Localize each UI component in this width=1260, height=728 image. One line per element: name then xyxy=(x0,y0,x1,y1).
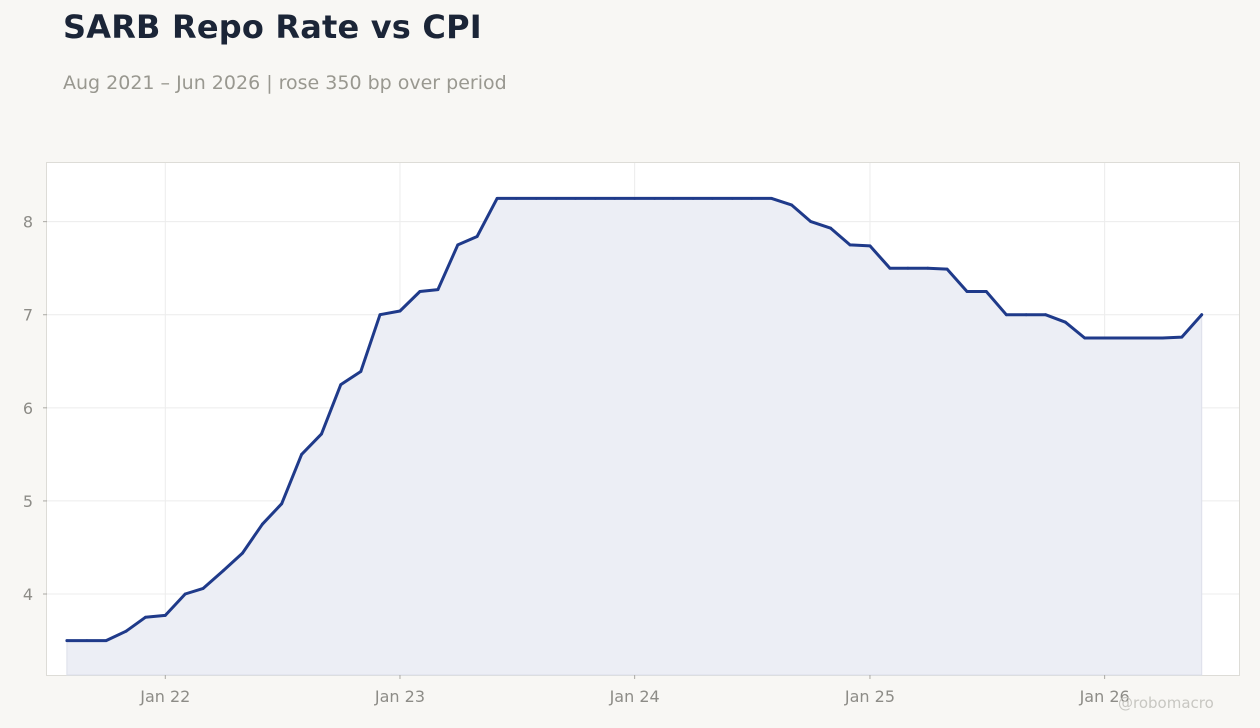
data-point xyxy=(221,569,225,573)
data-point xyxy=(456,243,460,247)
data-point xyxy=(945,267,949,271)
data-point xyxy=(554,197,558,200)
data-point xyxy=(770,197,773,200)
data-point xyxy=(65,639,69,642)
data-point xyxy=(359,370,363,373)
data-point xyxy=(300,453,303,456)
data-point xyxy=(653,197,656,200)
x-tick-label: Jan 24 xyxy=(609,687,660,706)
chart-subtitle: Aug 2021 – Jun 2026 | rose 350 bp over p… xyxy=(63,72,507,94)
x-tick-label: Jan 22 xyxy=(139,687,190,706)
data-point xyxy=(436,288,440,291)
data-point xyxy=(183,592,187,596)
data-point xyxy=(848,243,852,247)
data-point xyxy=(534,197,538,200)
data-point xyxy=(124,629,128,633)
data-point xyxy=(1141,336,1144,340)
data-point xyxy=(85,639,89,642)
data-point xyxy=(984,290,988,293)
data-point xyxy=(888,266,892,270)
data-point xyxy=(1103,336,1106,340)
x-tick-label: Jan 26 xyxy=(1079,687,1130,706)
data-point xyxy=(495,197,499,200)
data-point xyxy=(906,266,910,270)
data-point xyxy=(1123,336,1126,340)
data-point xyxy=(1200,313,1204,317)
data-point xyxy=(633,197,636,200)
x-tick-label: Jan 25 xyxy=(844,687,895,706)
data-point xyxy=(1180,335,1184,339)
watermark: @robomacro xyxy=(1118,694,1214,712)
data-point xyxy=(613,197,617,200)
data-point xyxy=(1083,336,1087,340)
y-tick-label: 4 xyxy=(23,585,33,604)
data-point xyxy=(691,197,695,200)
x-tick-label: Jan 23 xyxy=(374,687,425,706)
data-point xyxy=(163,614,167,617)
data-point xyxy=(320,432,323,436)
data-point xyxy=(868,244,872,248)
data-point xyxy=(965,290,969,293)
data-point xyxy=(398,309,402,313)
y-tick-label: 8 xyxy=(23,213,33,232)
data-point xyxy=(201,587,205,590)
data-point xyxy=(574,197,577,200)
y-tick-label: 5 xyxy=(23,492,33,511)
y-tick-label: 7 xyxy=(23,306,33,325)
data-point xyxy=(809,220,813,224)
data-point xyxy=(1161,336,1164,340)
data-point xyxy=(418,290,422,293)
data-point xyxy=(261,522,264,526)
x-axis: Jan 22 Jan 23 Jan 24 Jan 25 Jan 26 xyxy=(139,675,1130,706)
data-point xyxy=(104,639,108,642)
data-point xyxy=(790,203,793,207)
data-point xyxy=(1064,320,1067,324)
chart-title: SARB Repo Rate vs CPI xyxy=(63,8,482,46)
y-tick-label: 6 xyxy=(23,399,33,418)
data-point xyxy=(731,197,734,200)
data-point xyxy=(926,266,930,270)
area-layer xyxy=(65,196,1204,676)
data-point xyxy=(711,197,714,200)
data-point xyxy=(378,313,382,317)
data-point xyxy=(750,197,754,200)
data-point xyxy=(594,197,597,200)
data-point xyxy=(1004,313,1008,317)
data-point xyxy=(339,383,343,386)
data-point xyxy=(280,502,284,506)
data-point xyxy=(514,197,518,200)
y-axis: 4 5 6 7 8 xyxy=(23,213,47,604)
data-point xyxy=(671,197,675,200)
data-point xyxy=(1024,313,1028,317)
data-point xyxy=(241,551,244,555)
data-point xyxy=(829,226,833,230)
data-point xyxy=(475,235,479,238)
data-point xyxy=(144,615,147,619)
data-point xyxy=(1044,313,1047,317)
